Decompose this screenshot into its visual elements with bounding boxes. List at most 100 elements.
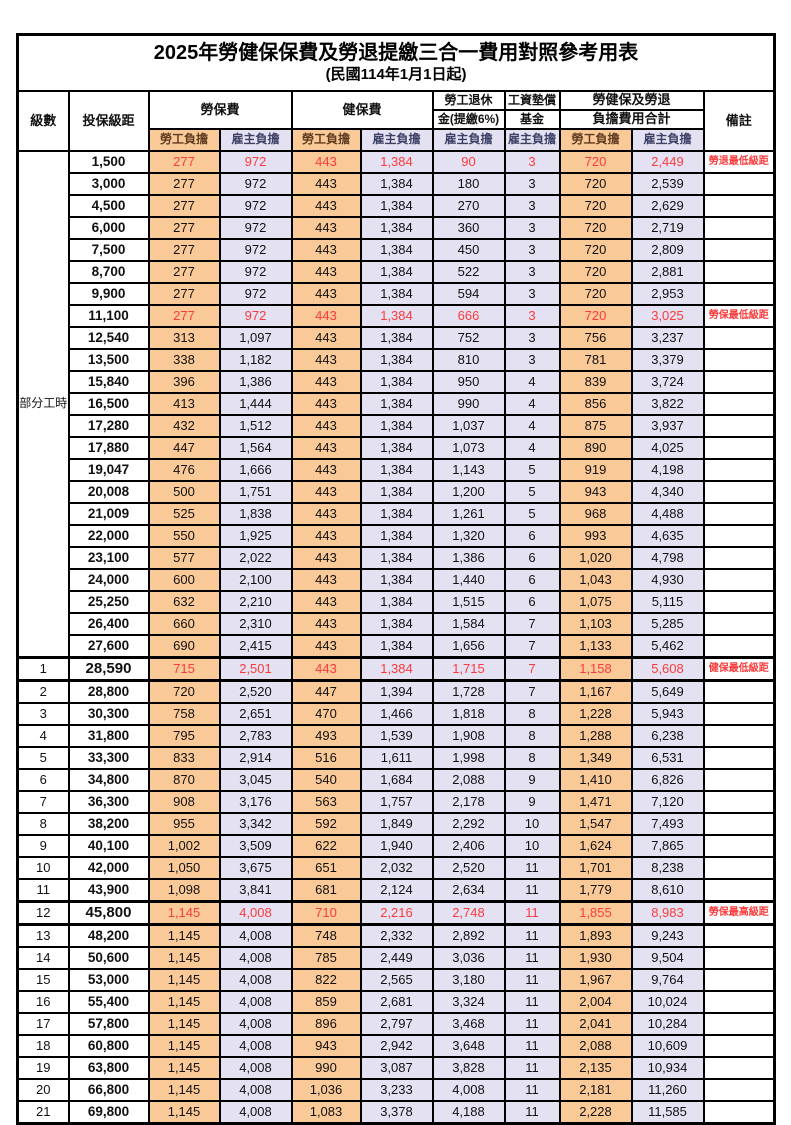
level-cell: 17: [16, 1012, 70, 1036]
health-employee-cell: 443: [290, 348, 362, 372]
health-employer-cell: 1,611: [359, 746, 434, 770]
wage-fund-employer-cell: 8: [503, 724, 561, 748]
remark-cell: [702, 746, 776, 770]
health-employer-cell: 1,384: [359, 238, 434, 262]
total-employer-cell: 9,504: [630, 946, 705, 970]
labor-employee-cell: 525: [147, 502, 221, 526]
total-employee-cell: 919: [558, 458, 633, 482]
health-employee-cell: 443: [290, 238, 362, 262]
health-employer-cell: 3,378: [359, 1100, 434, 1125]
labor-employer-cell: 972: [218, 260, 293, 284]
remark-cell: 健保最低級距: [702, 656, 776, 682]
bracket-cell: 34,800: [67, 768, 150, 792]
table-row: 12 45,800 1,145 4,008 710 2,216 2,748 11 1,855 8,…: [16, 900, 776, 926]
total-employer-cell: 9,243: [630, 923, 705, 948]
bracket-cell: 19,047: [67, 458, 150, 482]
level-cell: 5: [16, 746, 70, 770]
total-employer-cell: 4,340: [630, 480, 705, 504]
level-cell: 19: [16, 1056, 70, 1080]
table-row: 20,008 500 1,751 443 1,384 1,200 5 943 4,340: [18, 480, 776, 504]
pension-employer-cell: 1,440: [431, 568, 506, 592]
remark-cell: [702, 260, 776, 284]
pension-employer-cell: 3,468: [431, 1012, 506, 1036]
remark-cell: [702, 458, 776, 482]
wage-fund-employer-cell: 10: [503, 812, 561, 836]
bracket-cell: 7,500: [67, 238, 150, 262]
health-employer-cell: 1,384: [359, 546, 434, 570]
labor-employer-cell: 2,783: [218, 724, 293, 748]
wage-fund-employer-cell: 8: [503, 702, 561, 726]
labor-employer-cell: 972: [218, 282, 293, 306]
wage-fund-employer-cell: 3: [503, 150, 561, 174]
bracket-cell: 25,250: [67, 590, 150, 614]
bracket-cell: 12,540: [67, 326, 150, 350]
title-row: 2025年勞健保保費及勞退提繳三合一費用對照參考用表 (民國114年1月1日起): [16, 33, 776, 92]
level-cell: 3: [16, 702, 70, 726]
remark-cell: [702, 968, 776, 992]
total-employer-cell: 4,488: [630, 502, 705, 526]
labor-employee-cell: 632: [147, 590, 221, 614]
labor-employer-cell: 1,838: [218, 502, 293, 526]
total-employee-cell: 2,088: [558, 1034, 633, 1058]
bracket-cell: 33,300: [67, 746, 150, 770]
labor-employer-cell: 4,008: [218, 968, 293, 992]
labor-employer-cell: 4,008: [218, 1078, 293, 1102]
health-employee-cell: 748: [290, 923, 362, 948]
labor-employer-cell: 972: [218, 304, 293, 328]
wage-fund-employer-cell: 3: [503, 282, 561, 306]
health-employee-cell: 540: [290, 768, 362, 792]
total-employer-cell: 7,865: [630, 834, 705, 858]
health-employee-cell: 443: [290, 326, 362, 350]
remark-cell: [702, 990, 776, 1014]
labor-employee-cell: 277: [147, 282, 221, 306]
pension-employer-cell: 522: [431, 260, 506, 284]
pension-employer-cell: 1,656: [431, 634, 506, 659]
labor-employer-cell: 3,841: [218, 878, 293, 903]
table-row: 17,280 432 1,512 443 1,384 1,037 4 875 3,937: [18, 414, 776, 438]
bracket-cell: 16,500: [67, 392, 150, 416]
level-cell: 15: [16, 968, 70, 992]
table-row: 25,250 632 2,210 443 1,384 1,515 6 1,075 5,115: [18, 590, 776, 614]
health-employer-cell: 1,384: [359, 612, 434, 636]
wage-fund-employer-cell: 6: [503, 546, 561, 570]
remark-cell: [702, 1100, 776, 1125]
total-employee-cell: 720: [558, 304, 633, 328]
total-employee-cell: 2,041: [558, 1012, 633, 1036]
total-employee-cell: 1,471: [558, 790, 633, 814]
health-employee-cell: 943: [290, 1034, 362, 1058]
health-employer-cell: 1,940: [359, 834, 434, 858]
level-cell: 9: [16, 834, 70, 858]
wage-fund-employer-cell: 9: [503, 790, 561, 814]
labor-employee-cell: 277: [147, 172, 221, 196]
bracket-cell: 48,200: [67, 923, 150, 948]
labor-employer-cell: 1,925: [218, 524, 293, 548]
health-employer-cell: 2,032: [359, 856, 434, 880]
labor-employee-cell: 1,145: [147, 923, 221, 948]
total-employer-cell: 10,024: [630, 990, 705, 1014]
pension-employer-cell: 1,320: [431, 524, 506, 548]
wage-fund-employer-cell: 11: [503, 900, 561, 926]
labor-employee-cell: 500: [147, 480, 221, 504]
total-employer-cell: 3,937: [630, 414, 705, 438]
pension-employer-cell: 4,188: [431, 1100, 506, 1125]
health-employee-cell: 710: [290, 900, 362, 926]
wage-fund-employer-cell: 11: [503, 1012, 561, 1036]
bracket-cell: 40,100: [67, 834, 150, 858]
labor-employer-cell: 972: [218, 216, 293, 240]
wage-fund-employer-cell: 6: [503, 524, 561, 548]
labor-employee-cell: 1,098: [147, 878, 221, 903]
col-header-health-insurance: 健保費: [290, 90, 434, 130]
title-block: 2025年勞健保保費及勞退提繳三合一費用對照參考用表 (民國114年1月1日起): [16, 33, 776, 92]
total-employer-cell: 5,115: [630, 590, 705, 614]
total-employee-cell: 1,020: [558, 546, 633, 570]
labor-employee-cell: 1,002: [147, 834, 221, 858]
wage-fund-employer-cell: 3: [503, 172, 561, 196]
labor-employer-cell: 1,182: [218, 348, 293, 372]
table-row: 4 31,800 795 2,783 493 1,539 1,908 8 1,288 6,238: [16, 724, 776, 748]
total-employee-cell: 720: [558, 238, 633, 262]
subheader-wage-fund-employer: 雇主負擔: [503, 128, 561, 152]
wage-fund-employer-cell: 3: [503, 326, 561, 350]
bracket-cell: 38,200: [67, 812, 150, 836]
total-employee-cell: 1,133: [558, 634, 633, 659]
labor-employee-cell: 600: [147, 568, 221, 592]
